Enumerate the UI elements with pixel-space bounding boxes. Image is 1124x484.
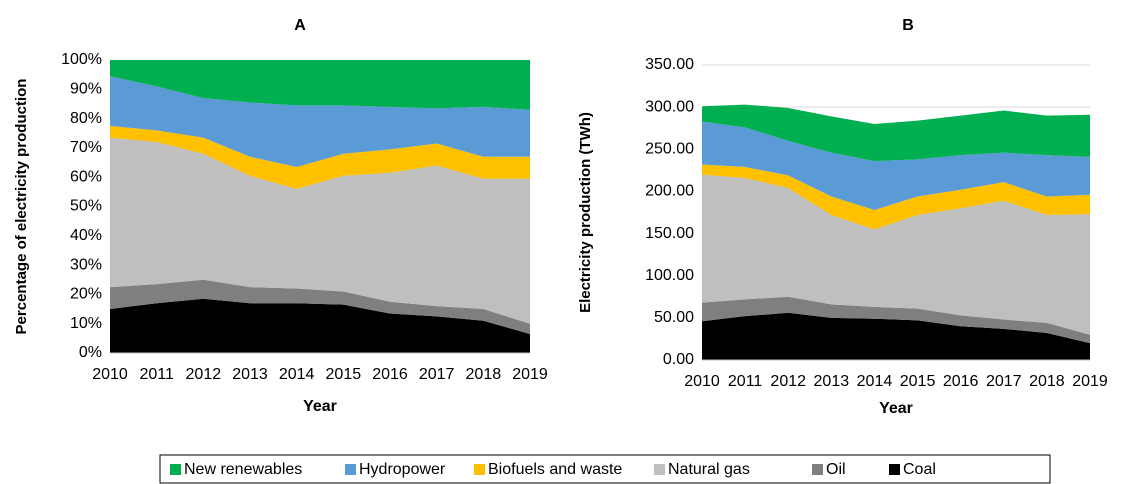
x-axis-label: Year	[879, 400, 913, 417]
legend-label: Oil	[826, 461, 846, 478]
x-tick-label: 2017	[419, 366, 455, 383]
area	[702, 164, 1090, 230]
y-tick-label: 30%	[70, 256, 102, 273]
x-tick-label: 2010	[684, 373, 720, 390]
x-tick-label: 2019	[512, 366, 548, 383]
x-tick-label: 2016	[943, 373, 979, 390]
area	[702, 121, 1090, 210]
y-tick-label: 100.00	[645, 267, 694, 284]
x-tick-label: 2010	[92, 366, 128, 383]
x-tick-label: 2019	[1072, 373, 1108, 390]
legend-swatch	[889, 464, 900, 475]
legend-swatch	[345, 464, 356, 475]
y-tick-label: 90%	[70, 81, 102, 98]
legend-label: Biofuels and waste	[488, 461, 622, 478]
y-tick-label: 250.00	[645, 141, 694, 158]
y-tick-label: 0.00	[663, 351, 694, 368]
y-axis-label: Percentage of electricity production	[13, 79, 30, 335]
x-tick-label: 2013	[232, 366, 268, 383]
x-tick-label: 2014	[857, 373, 893, 390]
y-tick-label: 300.00	[645, 98, 694, 115]
y-tick-label: 350.00	[645, 56, 694, 73]
x-tick-label: 2011	[728, 373, 763, 390]
x-tick-label: 2012	[770, 373, 806, 390]
y-tick-label: 50.00	[654, 309, 694, 326]
legend-label: New renewables	[184, 461, 302, 478]
x-tick-label: 2017	[986, 373, 1022, 390]
chart-title: B	[902, 17, 914, 34]
legend-label: Coal	[903, 461, 936, 478]
y-tick-label: 60%	[70, 168, 102, 185]
area	[110, 137, 530, 324]
y-tick-label: 100%	[61, 51, 102, 68]
y-tick-label: 40%	[70, 227, 102, 244]
legend-box	[159, 454, 1051, 484]
x-tick-label: 2011	[139, 366, 174, 383]
chart-title: A	[294, 17, 306, 34]
x-tick-label: 2013	[814, 373, 850, 390]
y-tick-label: 0%	[79, 344, 102, 361]
area	[110, 60, 530, 110]
legend-label: Hydropower	[359, 461, 446, 478]
y-axis-label: Electricity production (TWh)	[577, 112, 594, 313]
legend-swatch	[474, 464, 485, 475]
y-tick-label: 150.00	[645, 225, 694, 242]
x-tick-label: 2012	[186, 366, 222, 383]
x-tick-label: 2014	[279, 366, 315, 383]
y-tick-label: 20%	[70, 286, 102, 303]
x-tick-label: 2016	[372, 366, 408, 383]
y-tick-label: 70%	[70, 139, 102, 156]
y-tick-label: 200.00	[645, 183, 694, 200]
area	[702, 104, 1090, 162]
area	[110, 125, 530, 189]
y-tick-label: 80%	[70, 110, 102, 127]
area	[702, 312, 1090, 360]
legend-label: Natural gas	[668, 461, 750, 478]
x-tick-label: 2015	[900, 373, 936, 390]
y-tick-label: 50%	[70, 198, 102, 215]
x-axis-label: Year	[303, 398, 337, 415]
legend-swatch	[812, 464, 823, 475]
area	[702, 174, 1090, 335]
y-tick-label: 10%	[70, 315, 102, 332]
area	[110, 298, 530, 353]
x-tick-label: 2018	[466, 366, 502, 383]
legend-swatch	[654, 464, 665, 475]
legend-swatch	[170, 464, 181, 475]
x-tick-label: 2018	[1029, 373, 1065, 390]
area	[702, 296, 1090, 344]
area	[110, 279, 530, 334]
area	[110, 76, 530, 167]
x-tick-label: 2015	[326, 366, 362, 383]
